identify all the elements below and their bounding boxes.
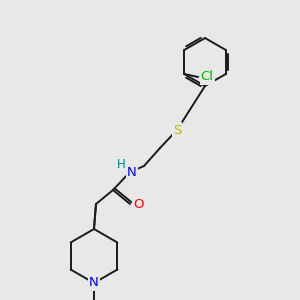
Text: Cl: Cl [201,70,214,83]
Text: S: S [173,124,181,136]
Text: H: H [117,158,125,172]
Text: N: N [127,166,137,178]
Text: O: O [133,197,143,211]
Text: N: N [89,277,99,290]
